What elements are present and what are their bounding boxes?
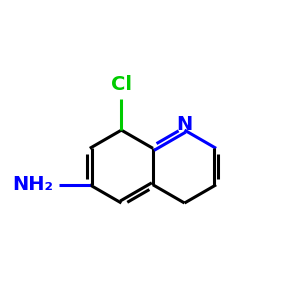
Text: NH₂: NH₂: [13, 175, 53, 194]
Text: Cl: Cl: [111, 75, 132, 94]
Text: N: N: [176, 115, 193, 134]
